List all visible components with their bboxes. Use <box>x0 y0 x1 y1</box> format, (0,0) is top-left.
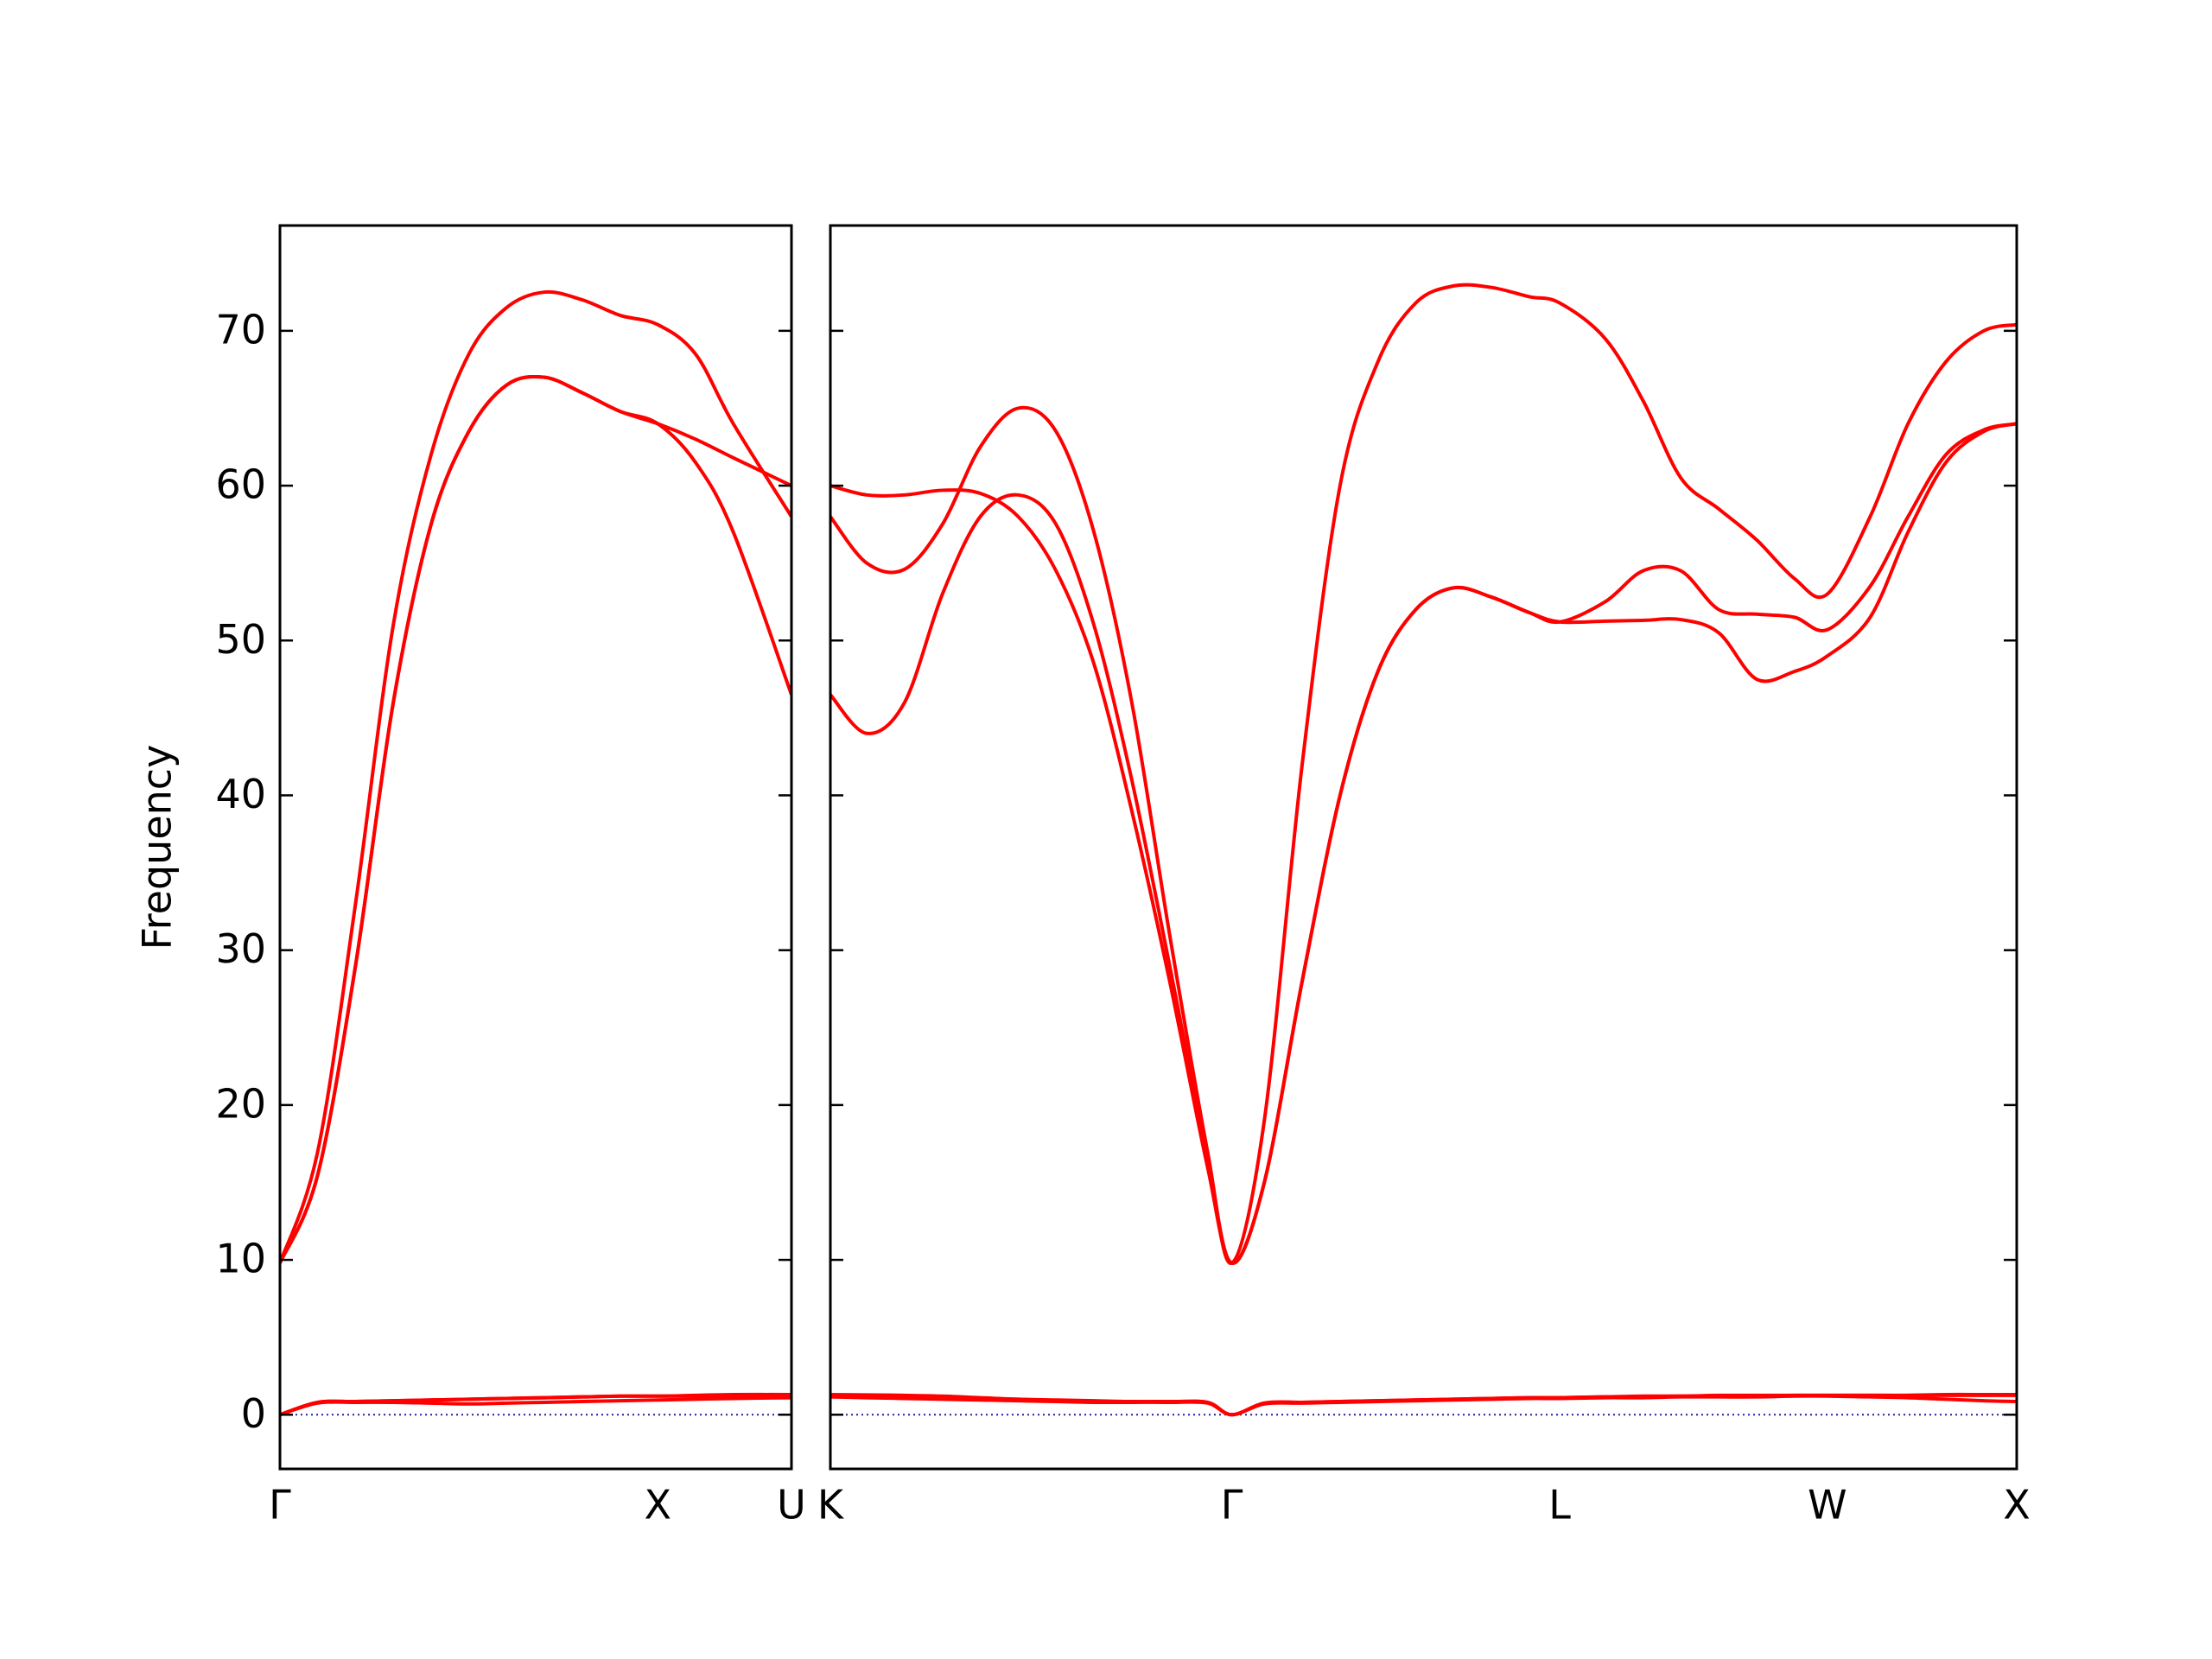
x-tick-label: X <box>644 1482 671 1529</box>
y-tick-label: 50 <box>215 616 266 663</box>
band-line <box>830 1393 2017 1417</box>
y-axis-label: Frequency <box>134 745 181 950</box>
band-line <box>280 374 791 1264</box>
band-line <box>830 422 2017 1265</box>
lines <box>830 283 2017 1417</box>
band-line <box>830 422 2017 1265</box>
band-line <box>280 289 791 1264</box>
plot-frame <box>278 224 793 1471</box>
y-tick-label: 30 <box>215 925 266 972</box>
y-tick-label: 60 <box>215 461 266 508</box>
y-tick-label: 20 <box>215 1080 266 1127</box>
x-tick-label: Γ <box>1221 1482 1243 1529</box>
x-tick-label: W <box>1808 1482 1847 1529</box>
x-tick-label: K <box>817 1482 845 1529</box>
y-tick-label: 0 <box>241 1390 266 1437</box>
x-tick-label: Γ <box>269 1482 291 1529</box>
y-tick-label: 70 <box>215 306 266 353</box>
lines <box>280 289 791 1417</box>
band-line <box>280 374 791 1264</box>
band-line <box>280 1392 791 1417</box>
x-tick-label: X <box>2003 1482 2031 1529</box>
y-tick-label: 10 <box>215 1236 266 1282</box>
band-line <box>830 283 2017 1265</box>
x-tick-label: L <box>1548 1482 1571 1529</box>
y-tick-label: 40 <box>215 771 266 817</box>
x-tick-label: U <box>777 1482 806 1529</box>
plot-frame <box>829 224 2018 1471</box>
